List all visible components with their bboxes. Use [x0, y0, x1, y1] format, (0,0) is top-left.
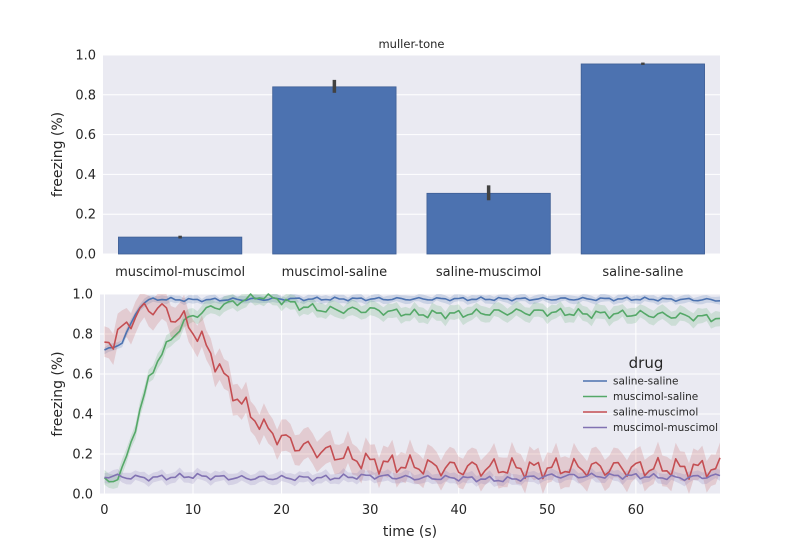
line-y-axis-label: freezing (%) [50, 351, 66, 436]
line-x-tick-label: 60 [628, 503, 645, 518]
legend-title: drug [629, 354, 664, 372]
bar-y-axis-label: freezing (%) [50, 112, 66, 197]
bar [426, 192, 551, 255]
line-y-tick-label: 0.2 [72, 448, 93, 463]
bar-y-tick-label: 0.0 [75, 248, 96, 263]
series-line [104, 296, 721, 351]
bar-category-label: saline-muscimol [436, 265, 542, 280]
line-y-tick-label: 0.6 [72, 368, 93, 383]
line-y-tick-label: 1.0 [72, 288, 93, 303]
legend-entry-label: muscimol-saline [613, 391, 698, 403]
bar-y-tick-label: 0.4 [75, 168, 96, 183]
line-y-tick-label: 0.8 [72, 328, 93, 343]
line-x-tick-label: 0 [100, 503, 108, 518]
bar [272, 86, 397, 255]
series-line [103, 293, 721, 483]
bar-category-label: muscimol-muscimol [115, 265, 245, 280]
bar [118, 236, 243, 255]
legend-entry-label: saline-saline [613, 376, 679, 388]
line-x-tick-label: 10 [185, 503, 202, 518]
bar-y-tick-label: 0.2 [75, 208, 96, 223]
line-y-tick-label: 0.0 [72, 488, 93, 503]
line-chart-panel: 0.0 0.2 0.4 0.6 0.8 1.0 0 10 20 30 40 50 60 time (s) f… [50, 288, 721, 540]
bar-chart-panel: 0.0 0.2 0.4 0.6 0.8 1.0 muscimol-muscimol musci… [50, 37, 720, 280]
bar-y-tick-label: 1.0 [75, 49, 96, 64]
bar-y-tick-label: 0.8 [75, 88, 96, 103]
legend-entry-label: muscimol-muscimol [613, 422, 718, 434]
line-y-tick-label: 0.4 [72, 408, 93, 423]
line-x-tick-label: 40 [450, 503, 467, 518]
bar-category-label: saline-saline [602, 265, 683, 280]
line-x-axis-label: time (s) [383, 524, 437, 540]
bar-y-tick-label: 0.6 [75, 128, 96, 143]
series-confidence-band [104, 294, 720, 494]
bar-chart-title: muller-tone [378, 37, 444, 51]
bar-category-label: muscimol-saline [282, 265, 388, 280]
legend-entry-label: saline-muscimol [613, 407, 698, 419]
line-x-tick-label: 50 [539, 503, 556, 518]
line-x-tick-label: 30 [362, 503, 379, 518]
line-plot-background [100, 294, 720, 494]
series-line [104, 472, 721, 483]
line-x-tick-label: 20 [273, 503, 290, 518]
series-line [104, 302, 721, 480]
bar [580, 63, 705, 255]
